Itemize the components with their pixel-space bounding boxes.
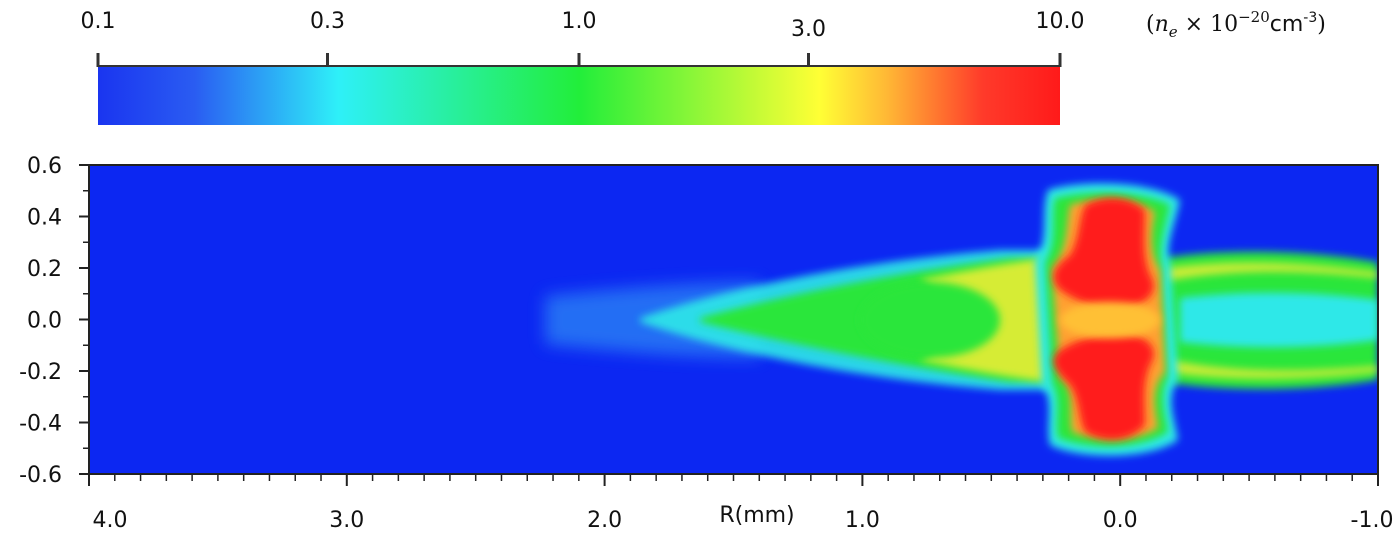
x-tick-label-2-0: 2.0 xyxy=(587,508,622,533)
y-tick-label-0-2: -0.2 xyxy=(19,360,62,385)
cross-red-lower xyxy=(1053,333,1154,440)
y-tick-label-0-6: 0.6 xyxy=(27,154,62,179)
y-tick-label-0-4: 0.4 xyxy=(27,206,62,231)
y-axis: 0.6 0.4 0.2 0.0 -0.2 -0.4 -0.6 xyxy=(19,154,89,488)
colorbar-gradient xyxy=(98,67,1060,125)
cross-core xyxy=(1060,302,1160,338)
colorbar-tick-label-0-1: 0.1 xyxy=(81,9,116,34)
colorbar-tick-label-10-0: 10.0 xyxy=(1036,9,1085,34)
y-tick-label-0-4: -0.4 xyxy=(19,412,62,437)
x-tick-label-0-0: 0.0 xyxy=(1103,508,1138,533)
colorbar-tick-label-1-0: 1.0 xyxy=(562,9,597,34)
right-jet-cyan-core xyxy=(1180,292,1378,348)
y-tick-label-0-2: 0.2 xyxy=(27,257,62,282)
colorbar-tick-label-0-3: 0.3 xyxy=(310,9,345,34)
x-tick-label-1-0: -1.0 xyxy=(1351,508,1394,533)
y-tick-label-0-0: 0.0 xyxy=(27,309,62,334)
colorbar-ticks: 0.1 0.3 1.0 3.0 10.0 xyxy=(81,9,1085,67)
plot-area: 4.0 3.0 2.0 1.0 0.0 -1.0 0.6 0.4 0.2 0.0 -0.2 -0.4… xyxy=(19,154,1393,533)
x-axis: 4.0 3.0 2.0 1.0 0.0 -1.0 xyxy=(88,474,1394,533)
x-tick-label-3-0: 3.0 xyxy=(329,508,364,533)
x-tick-label-4-0: 4.0 xyxy=(93,508,128,533)
lens-inner-green xyxy=(860,282,1000,358)
x-tick-label-1-0: 1.0 xyxy=(845,508,880,533)
cross-red-upper xyxy=(1053,197,1154,309)
x-axis-label: R(mm) xyxy=(719,503,794,528)
colorbar-tick-label-3-0: 3.0 xyxy=(791,17,826,42)
colorbar-unit-label: (ne × 10−20cm-3) xyxy=(1146,8,1326,41)
y-tick-label-0-6: -0.6 xyxy=(19,463,62,488)
colorbar: 0.1 0.3 1.0 3.0 10.0 (ne × 10−20cm-3) xyxy=(81,8,1326,125)
